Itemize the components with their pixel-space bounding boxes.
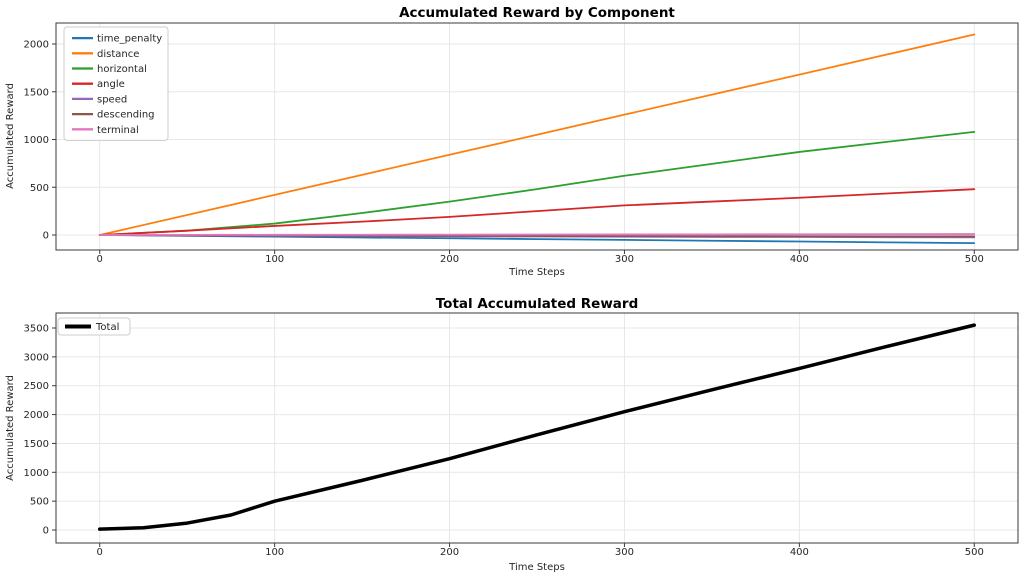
- legend-label-time_penalty: time_penalty: [97, 34, 162, 45]
- x-tick-label: 400: [790, 547, 809, 558]
- legend-box: [57, 317, 131, 336]
- x-tick-label: 200: [440, 547, 459, 558]
- y-tick-label: 3500: [24, 324, 49, 335]
- plot-frame: [55, 312, 1019, 544]
- legend-label-distance: distance: [97, 49, 139, 60]
- x-tick-label: 0: [97, 254, 103, 265]
- plot-frame: [55, 22, 1019, 251]
- legend: Total: [57, 317, 131, 336]
- legend: time_penalty distance horizontal angle speed…: [63, 26, 169, 141]
- x-tick-label: 200: [440, 254, 459, 265]
- x-tick-label: 300: [615, 254, 634, 265]
- y-tick-label: 0: [43, 526, 49, 537]
- legend-label-horizontal: horizontal: [97, 64, 147, 75]
- legend-label-terminal: terminal: [97, 125, 139, 136]
- x-tick-label: 100: [265, 547, 284, 558]
- x-tick-label: 500: [965, 547, 984, 558]
- legend-label-angle: angle: [97, 79, 125, 90]
- legend-label-speed: speed: [97, 94, 127, 105]
- y-tick-label: 0: [43, 231, 49, 242]
- y-tick-label: 2000: [24, 40, 49, 51]
- x-tick-label: 300: [615, 547, 634, 558]
- legend-label-descending: descending: [97, 110, 155, 121]
- chart-title: Accumulated Reward by Component: [399, 5, 675, 21]
- grid: [56, 313, 1018, 543]
- y-tick-label: 1500: [24, 439, 49, 450]
- component-reward-chart: Accumulated Reward by Component Time Ste…: [5, 5, 1019, 278]
- y-tick-label: 3000: [24, 352, 49, 363]
- y-tick-label: 1000: [24, 468, 49, 479]
- total-reward-chart: Total Accumulated Reward Time Steps Accu…: [5, 296, 1019, 573]
- y-tick-label: 1500: [24, 87, 49, 98]
- series-line-terminal: [98, 233, 976, 236]
- series-line-horizontal: [98, 130, 976, 236]
- y-tick-label: 500: [30, 497, 49, 508]
- y-tick-label: 2500: [24, 381, 49, 392]
- chart-title: Total Accumulated Reward: [436, 296, 639, 312]
- x-axis-label: Time Steps: [508, 267, 565, 278]
- legend-label-Total: Total: [95, 322, 119, 333]
- y-axis-label: Accumulated Reward: [5, 83, 16, 189]
- series-line-angle: [98, 188, 976, 236]
- y-tick-label: 2000: [24, 410, 49, 421]
- x-tick-label: 0: [97, 547, 103, 558]
- x-tick-label: 500: [965, 254, 984, 265]
- x-axis-label: Time Steps: [508, 562, 565, 573]
- x-tick-label: 100: [265, 254, 284, 265]
- series-line-distance: [98, 33, 976, 236]
- x-tick-label: 400: [790, 254, 809, 265]
- y-tick-label: 500: [30, 183, 49, 194]
- legend-box: [63, 26, 169, 141]
- y-axis-label: Accumulated Reward: [5, 375, 16, 481]
- y-tick-label: 1000: [24, 135, 49, 146]
- series-line-Total: [97, 323, 977, 531]
